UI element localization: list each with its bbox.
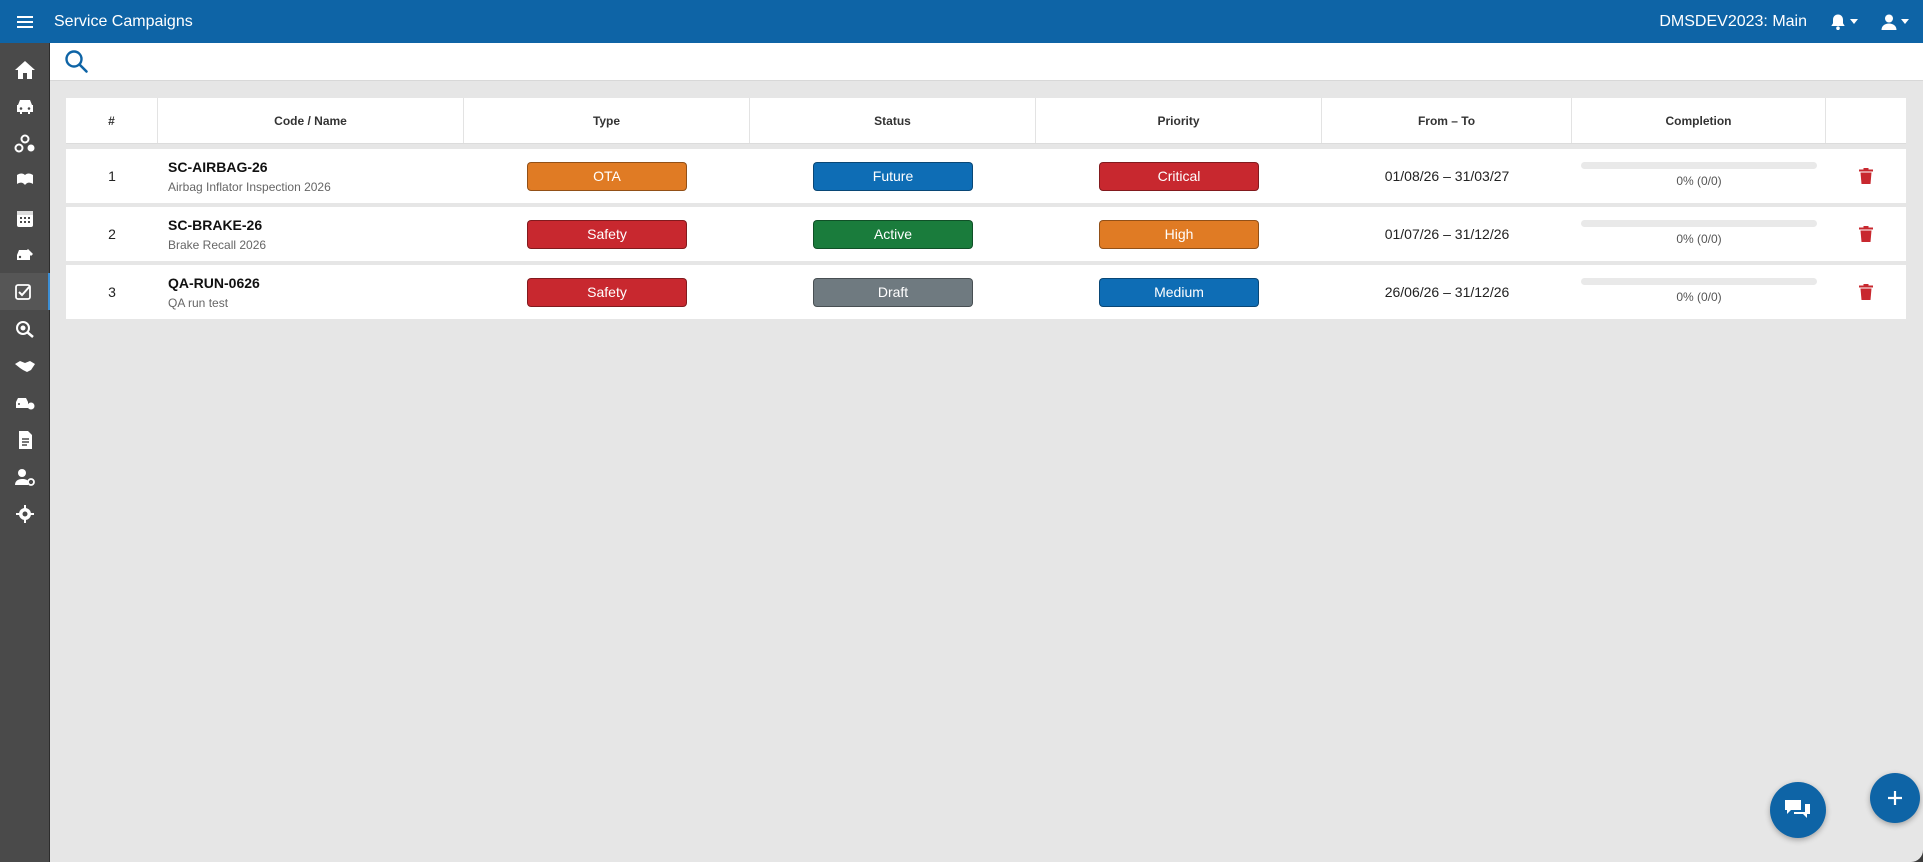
row-number: 3 (108, 284, 116, 300)
campaigns-table: # Code / Name Type Status Priority From … (66, 98, 1906, 319)
date-range: 01/07/26 – 31/12/26 (1384, 226, 1510, 242)
sidebar-item-service[interactable] (0, 236, 50, 273)
user-icon (1881, 14, 1897, 30)
chat-button[interactable] (1770, 782, 1826, 838)
user-dropdown[interactable] (1880, 13, 1909, 31)
trash-icon[interactable] (1859, 168, 1873, 184)
priority-badge: Medium (1099, 277, 1259, 307)
chevron-down-icon (1901, 19, 1909, 24)
handshake-icon (15, 360, 35, 372)
chat-icon (1785, 800, 1810, 818)
column-header-status[interactable]: Status (750, 98, 1036, 143)
row-number: 2 (108, 226, 116, 242)
plus-icon (1888, 791, 1902, 805)
car-parts-icon (14, 134, 35, 152)
search-input[interactable] (100, 43, 1923, 80)
campaign-name: Airbag Inflator Inspection 2026 (168, 179, 331, 194)
completion-progress-bar (1581, 162, 1817, 169)
status-badge: Active (813, 219, 973, 249)
car-service-icon (17, 248, 33, 260)
sidebar-item-calendar[interactable] (0, 199, 50, 236)
sidebar-item-inspection[interactable] (0, 310, 50, 347)
date-range: 01/08/26 – 31/03/27 (1384, 168, 1510, 184)
completion-text: 0% (0/0) (1676, 290, 1722, 304)
type-badge: OTA (527, 161, 687, 191)
column-header-dates[interactable]: From – To (1322, 98, 1572, 143)
column-header-type[interactable]: Type (464, 98, 750, 143)
completion-text: 0% (0/0) (1676, 232, 1722, 246)
campaign-code: SC-AIRBAG-26 (168, 158, 268, 175)
table-row[interactable]: 2 SC-BRAKE-26 Brake Recall 2026 Safety A… (66, 207, 1906, 261)
priority-badge: High (1099, 219, 1259, 249)
campaign-name: Brake Recall 2026 (168, 237, 267, 252)
sidebar-item-parts[interactable] (0, 125, 50, 162)
date-range: 26/06/26 – 31/12/26 (1384, 284, 1510, 300)
completion-cell: 0% (0/0) (1572, 149, 1826, 203)
campaign-check-icon (15, 283, 31, 300)
type-badge: Safety (527, 277, 687, 307)
customer-icon (17, 173, 33, 185)
fleet-icon (16, 397, 35, 409)
column-header-priority[interactable]: Priority (1036, 98, 1322, 143)
code-name-cell[interactable]: QA-RUN-0626 QA run test (158, 265, 464, 319)
sidebar-item-users[interactable] (0, 458, 50, 495)
gear-icon (16, 504, 34, 523)
table-row[interactable]: 1 SC-AIRBAG-26 Airbag Inflator Inspectio… (66, 149, 1906, 203)
sidebar-item-home[interactable] (0, 51, 50, 88)
table-header: # Code / Name Type Status Priority From … (66, 98, 1906, 144)
search-icon[interactable] (64, 49, 90, 75)
sidebar-item-vehicles[interactable] (0, 88, 50, 125)
type-badge: Safety (527, 219, 687, 249)
sidebar-item-documents[interactable] (0, 421, 50, 458)
campaign-name: QA run test (168, 295, 229, 310)
code-name-cell[interactable]: SC-AIRBAG-26 Airbag Inflator Inspection … (158, 149, 464, 203)
campaign-code: SC-BRAKE-26 (168, 216, 263, 233)
column-header-completion[interactable]: Completion (1572, 98, 1826, 143)
column-header-actions (1826, 98, 1906, 143)
completion-cell: 0% (0/0) (1572, 207, 1826, 261)
column-header-code[interactable]: Code / Name (158, 98, 464, 143)
page-title: Service Campaigns (54, 12, 193, 30)
completion-text: 0% (0/0) (1676, 174, 1722, 188)
completion-cell: 0% (0/0) (1572, 265, 1826, 319)
sidebar (0, 43, 50, 862)
code-name-cell[interactable]: SC-BRAKE-26 Brake Recall 2026 (158, 207, 464, 261)
notifications-dropdown[interactable] (1829, 13, 1858, 31)
inspection-icon (16, 320, 34, 338)
org-label: DMSDEV2023: Main (1659, 12, 1807, 30)
search-bar (50, 43, 1923, 81)
status-badge: Draft (813, 277, 973, 307)
campaign-code: QA-RUN-0626 (168, 274, 260, 291)
trash-icon[interactable] (1859, 284, 1873, 300)
sidebar-item-campaigns[interactable] (0, 273, 50, 310)
table-row[interactable]: 3 QA-RUN-0626 QA run test Safety Draft M… (66, 265, 1906, 319)
status-badge: Future (813, 161, 973, 191)
sidebar-item-customers[interactable] (0, 162, 50, 199)
user-settings-icon (15, 468, 35, 486)
row-number: 1 (108, 168, 116, 184)
sidebar-item-settings[interactable] (0, 495, 50, 532)
home-icon (15, 60, 35, 79)
completion-progress-bar (1581, 278, 1817, 285)
bell-icon (1831, 14, 1845, 30)
calendar-icon (17, 210, 33, 227)
sidebar-item-fleet[interactable] (0, 384, 50, 421)
sidebar-item-deals[interactable] (0, 347, 50, 384)
column-header-num[interactable]: # (66, 98, 158, 143)
chevron-down-icon (1850, 19, 1858, 24)
completion-progress-bar (1581, 220, 1817, 227)
document-icon (19, 430, 32, 449)
priority-badge: Critical (1099, 161, 1259, 191)
top-bar: Service Campaigns DMSDEV2023: Main (0, 0, 1923, 43)
hamburger-menu-icon[interactable] (0, 0, 50, 43)
car-icon (17, 99, 33, 114)
main-content: # Code / Name Type Status Priority From … (50, 43, 1923, 862)
trash-icon[interactable] (1859, 226, 1873, 242)
add-campaign-button[interactable] (1870, 773, 1920, 823)
